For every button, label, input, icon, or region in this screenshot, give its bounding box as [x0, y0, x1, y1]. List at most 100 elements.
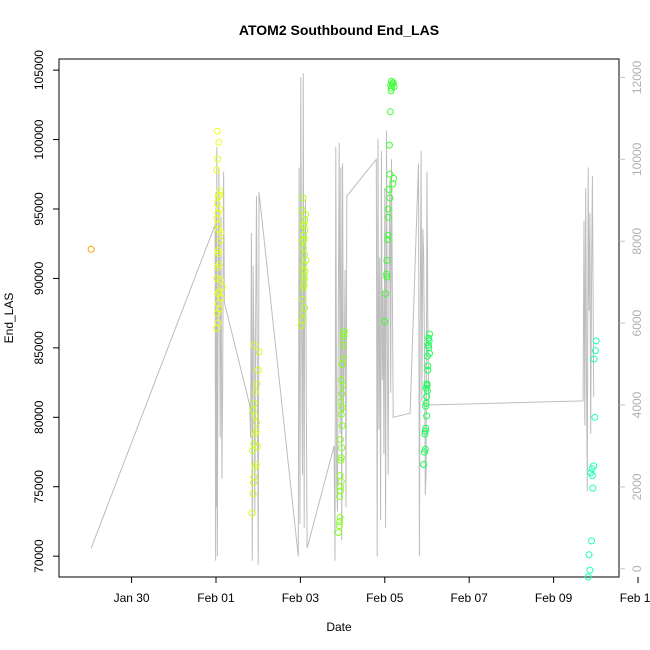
data-point: [425, 334, 433, 342]
x-tick-label: Feb 09: [535, 591, 573, 605]
chart-title: ATOM2 Southbound End_LAS: [239, 22, 439, 38]
data-point: [253, 419, 260, 427]
data-point: [423, 381, 431, 389]
data-point: [422, 399, 430, 407]
data-point: [337, 456, 345, 464]
data-point: [424, 362, 432, 370]
data-point: [421, 427, 429, 435]
data-point: [299, 244, 307, 252]
data-point: [335, 522, 343, 530]
x-tick-label: Feb 05: [366, 591, 404, 605]
data-point: [337, 411, 345, 418]
secondary-tick-label: 10000: [630, 142, 644, 176]
data-point: [215, 261, 223, 268]
data-point: [299, 194, 307, 202]
data-point: [300, 261, 308, 268]
data-point: [249, 490, 257, 498]
data-point: [255, 348, 263, 356]
data-point: [425, 337, 433, 345]
x-axis-label: Date: [326, 620, 352, 634]
data-point: [254, 366, 262, 374]
data-point: [339, 341, 347, 349]
data-point: [217, 294, 225, 302]
data-point: [336, 472, 344, 480]
data-point: [250, 341, 258, 349]
plot-frame: [58, 58, 620, 578]
data-point: [301, 268, 309, 275]
data-point: [298, 316, 306, 324]
data-point: [385, 141, 393, 149]
data-point: [334, 529, 342, 537]
data-point: [336, 513, 344, 521]
data-point: [426, 330, 433, 338]
data-point: [252, 427, 260, 435]
y-tick-label: 75000: [32, 470, 46, 504]
data-point: [337, 454, 345, 462]
data-point: [584, 573, 592, 581]
data-point: [385, 213, 393, 221]
data-point: [214, 155, 222, 163]
data-point: [218, 283, 226, 291]
data-point: [421, 448, 428, 456]
data-point: [590, 355, 598, 363]
x-tick-label: Feb 03: [282, 591, 320, 605]
data-point: [382, 290, 390, 298]
data-point: [389, 180, 397, 188]
data-point: [252, 388, 260, 396]
data-point: [298, 206, 306, 214]
data-point: [426, 349, 433, 357]
data-point: [253, 443, 261, 450]
data-point: [338, 422, 346, 430]
data-point: [299, 295, 306, 303]
data-point: [216, 191, 224, 199]
data-point: [337, 376, 345, 384]
data-point: [251, 412, 259, 420]
data-point: [302, 256, 310, 264]
secondary-tick-label: 4000: [630, 391, 644, 418]
data-point: [589, 484, 597, 492]
data-point: [384, 231, 392, 239]
data-point: [300, 281, 308, 289]
data-point: [337, 487, 344, 495]
data-point: [588, 472, 596, 480]
secondary-series-layer: [90, 73, 595, 565]
data-point: [383, 273, 391, 281]
data-point: [301, 304, 309, 312]
y-tick-label: 70000: [32, 539, 46, 573]
y-axis: 70000 75000 80000 85000 90000 95000 100000 1050…: [32, 50, 59, 573]
data-point: [591, 347, 599, 355]
data-point: [337, 398, 345, 406]
y-tick-label: 85000: [32, 331, 46, 365]
data-point: [592, 337, 600, 345]
points-layer: [87, 77, 600, 581]
data-point: [386, 108, 394, 116]
x-tick-label: Feb 11: [620, 591, 650, 605]
data-point: [216, 276, 224, 284]
data-point: [586, 566, 594, 574]
data-point: [300, 236, 308, 243]
data-point: [424, 366, 432, 374]
data-point: [588, 537, 596, 545]
data-point: [215, 249, 222, 257]
data-point: [383, 256, 391, 264]
y-tick-label: 80000: [32, 400, 46, 434]
data-point: [214, 290, 222, 298]
secondary-y-axis: 0 2000 4000 6000 8000 10000 12000: [619, 60, 644, 572]
data-point: [214, 209, 222, 217]
y-tick-label: 100000: [32, 119, 46, 159]
data-point: [213, 274, 221, 282]
data-point: [590, 462, 598, 470]
y-tick-label: 105000: [32, 50, 46, 90]
data-point: [216, 187, 224, 195]
data-point: [248, 509, 256, 517]
data-point: [384, 236, 392, 243]
y-axis-label: End_LAS: [2, 293, 16, 344]
data-point: [249, 447, 257, 455]
data-point: [252, 461, 260, 468]
data-point: [384, 205, 392, 213]
data-point: [385, 186, 393, 193]
secondary-tick-label: 0: [630, 565, 644, 572]
secondary-series-line: [90, 73, 595, 565]
data-point: [383, 270, 390, 278]
data-point: [422, 424, 430, 432]
